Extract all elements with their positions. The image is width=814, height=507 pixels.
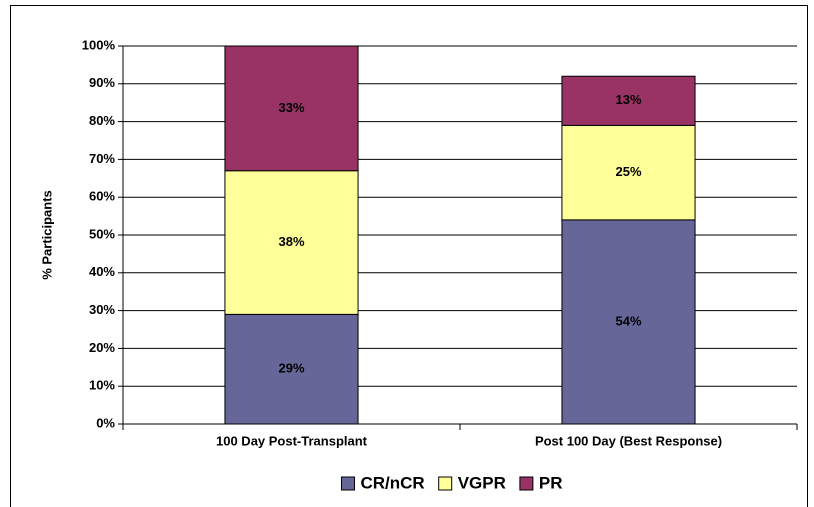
legend-label: VGPR — [458, 473, 506, 492]
bar-segment — [561, 75, 696, 126]
data-label: 29% — [278, 361, 304, 376]
y-axis-label: % Participants — [39, 190, 54, 280]
legend-label: CR/nCR — [360, 473, 424, 492]
y-tick-label: 100% — [82, 37, 116, 52]
y-tick-label: 30% — [89, 302, 115, 317]
data-label: 25% — [615, 164, 641, 179]
y-tick-label: 40% — [89, 264, 115, 279]
data-label: 13% — [615, 92, 641, 107]
legend-swatch — [519, 476, 534, 491]
y-tick-label: 70% — [89, 151, 115, 166]
x-tick-label: 100 Day Post-Transplant — [216, 433, 368, 448]
x-tick-label: Post 100 Day (Best Response) — [535, 433, 722, 448]
data-label: 38% — [278, 234, 304, 249]
data-label: 33% — [278, 100, 304, 115]
bar-segment — [224, 45, 359, 172]
legend-label: PR — [539, 473, 563, 492]
y-tick-label: 0% — [96, 415, 115, 430]
bar-segment — [561, 124, 696, 221]
y-tick-label: 20% — [89, 340, 115, 355]
y-tick-label: 80% — [89, 113, 115, 128]
bar-segment — [561, 219, 696, 425]
data-label: 54% — [615, 313, 641, 328]
y-tick-label: 50% — [89, 226, 115, 241]
legend-swatch — [438, 476, 453, 491]
y-tick-label: 90% — [89, 75, 115, 90]
y-tick-label: 60% — [89, 189, 115, 204]
bar-segment — [224, 170, 359, 315]
legend-swatch — [340, 476, 355, 491]
y-tick-label: 10% — [89, 378, 115, 393]
